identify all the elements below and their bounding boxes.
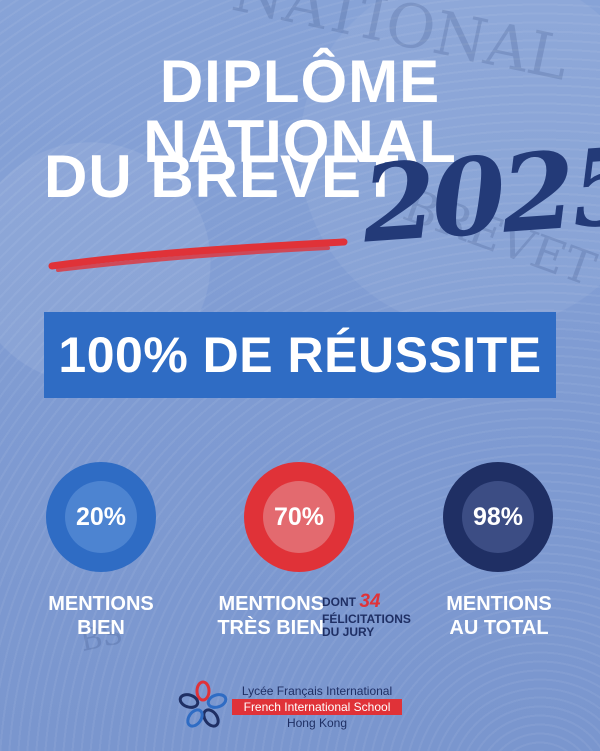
success-banner-text: 100% DE RÉUSSITE — [58, 327, 542, 383]
school-name: Lycée Français International French Inte… — [232, 684, 402, 730]
jury-note-line3: DU JURY — [322, 625, 375, 640]
title-line-1: DIPLÔME NATIONAL — [143, 48, 457, 175]
stat-label-tres-bien: MENTIONS TRÈS BIEN — [214, 592, 324, 640]
stat-value-tres-bien: 70% — [263, 481, 335, 553]
success-banner: 100% DE RÉUSSITE — [44, 312, 556, 398]
school-city: Hong Kong — [286, 716, 348, 730]
jury-note-number: 34 — [359, 591, 381, 612]
stat-label-total-line2: AU TOTAL — [449, 617, 549, 639]
stat-value-bien: 20% — [65, 481, 137, 553]
stat-label-total: MENTIONS AU TOTAL — [434, 592, 564, 640]
stat-label-bien-line1: MENTIONS — [48, 593, 154, 615]
jury-note: DONT 34 FÉLICITATIONS DU JURY — [322, 591, 411, 640]
school-name-en: French International School — [232, 699, 402, 715]
stat-label-bien-line2: BIEN — [77, 617, 125, 639]
stat-circle-bien: 20% — [46, 462, 156, 572]
jury-note-line2: FÉLICITATIONS — [322, 611, 411, 626]
stat-circle-tres-bien: 70% — [244, 462, 354, 572]
stat-label-total-line1: MENTIONS — [446, 593, 552, 615]
stat-label-tres-bien-line1: MENTIONS — [218, 593, 324, 615]
stat-circle-total: 98% — [443, 462, 553, 572]
school-name-fr: Lycée Français International — [241, 684, 393, 698]
stat-value-total: 98% — [462, 481, 534, 553]
year: 2025 — [357, 122, 600, 267]
school-logo-icon — [178, 680, 228, 728]
jury-note-prefix: DONT — [322, 595, 356, 609]
red-brush-stroke — [48, 238, 348, 272]
stat-label-bien: MENTIONS BIEN — [36, 592, 166, 640]
stat-label-tres-bien-line2: TRÈS BIEN — [217, 617, 324, 639]
title-line-2: DU BREVET — [44, 143, 400, 210]
